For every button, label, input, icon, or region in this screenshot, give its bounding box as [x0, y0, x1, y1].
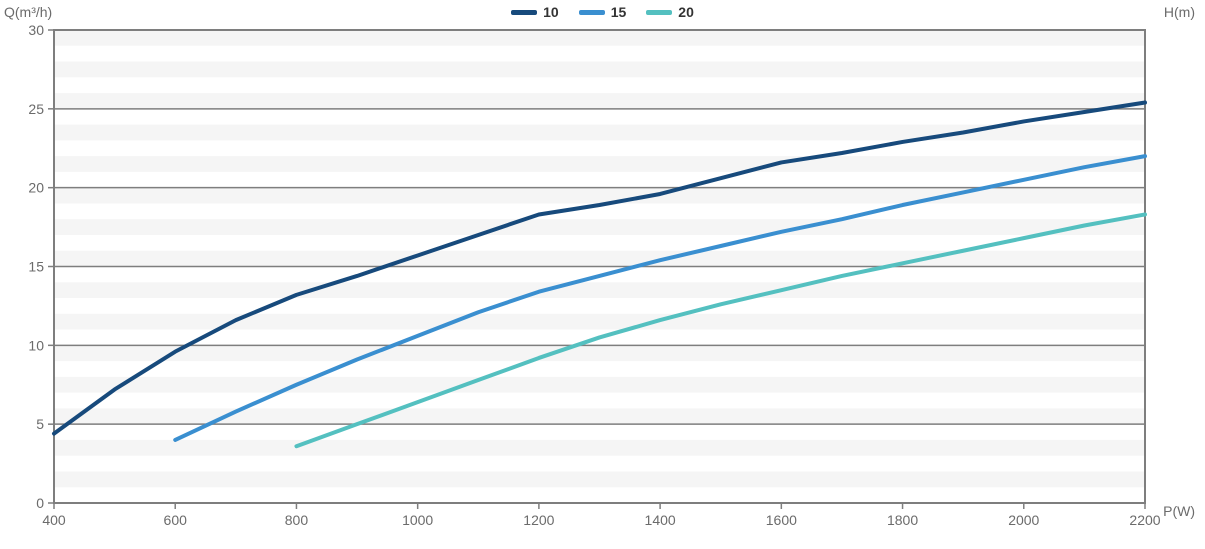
pump-performance-chart: 10 15 20 Q(m³/h) H(m) P(W) 400 600 800 1000 12…	[0, 0, 1205, 549]
y-axis-label-right: H(m)	[1164, 4, 1195, 20]
legend-item: 10	[511, 4, 559, 20]
legend-item: 20	[646, 4, 694, 20]
svg-text:1400: 1400	[645, 512, 676, 528]
chart-canvas: 400 600 800 1000 1200 1400 1600 1800 2000 2200 0 5 1…	[0, 0, 1205, 549]
y-axis-label-left: Q(m³/h)	[4, 4, 52, 20]
svg-text:400: 400	[42, 512, 66, 528]
svg-text:20: 20	[28, 180, 44, 196]
svg-text:1800: 1800	[887, 512, 918, 528]
svg-text:2000: 2000	[1008, 512, 1039, 528]
legend-swatch	[646, 10, 672, 15]
legend-label: 10	[543, 4, 559, 20]
svg-text:600: 600	[164, 512, 188, 528]
svg-text:1000: 1000	[402, 512, 433, 528]
svg-text:1600: 1600	[766, 512, 797, 528]
svg-text:25: 25	[28, 101, 44, 117]
svg-text:0: 0	[36, 495, 44, 511]
svg-text:5: 5	[36, 416, 44, 432]
legend-swatch	[511, 10, 537, 15]
svg-text:10: 10	[28, 337, 44, 353]
legend-item: 15	[579, 4, 627, 20]
svg-text:30: 30	[28, 22, 44, 38]
x-axis-label: P(W)	[1163, 503, 1195, 519]
svg-text:800: 800	[285, 512, 309, 528]
svg-text:15: 15	[28, 259, 44, 275]
legend-label: 20	[678, 4, 694, 20]
legend-label: 15	[611, 4, 627, 20]
svg-text:2200: 2200	[1129, 512, 1160, 528]
chart-legend: 10 15 20	[0, 0, 1205, 24]
legend-swatch	[579, 10, 605, 15]
svg-text:1200: 1200	[523, 512, 554, 528]
